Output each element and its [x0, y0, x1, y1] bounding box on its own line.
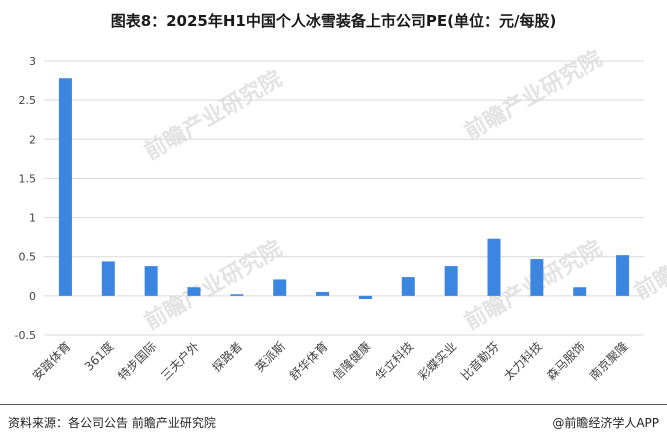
watermark-text: 前瞻产业研究院: [140, 66, 286, 166]
brand-credit: @前瞻经济学人APP: [552, 416, 659, 430]
x-tick-label: 彩蝶实业: [415, 339, 460, 384]
x-tick-label: 比音勒芬: [458, 339, 503, 384]
bar: [101, 261, 115, 296]
bar: [187, 287, 201, 296]
bars: [58, 78, 630, 299]
x-tick-label: 探路者: [209, 339, 245, 375]
x-tick-label: 华立科技: [372, 339, 417, 384]
x-tick-label: 361度: [81, 339, 116, 374]
bar: [273, 279, 287, 296]
bar: [573, 287, 587, 296]
y-tick-label: 3: [29, 55, 36, 68]
x-tick-label: 太力科技: [500, 339, 545, 384]
y-tick-label: 0: [29, 290, 36, 303]
bar: [487, 238, 501, 296]
bar: [358, 295, 372, 299]
y-tick-label: 0.5: [19, 251, 37, 264]
x-tick-label: 三夫户外: [158, 339, 203, 384]
bar: [230, 294, 244, 296]
chart-title: 图表8：2025年H1中国个人冰雪装备上市公司PE(单位：元/每股): [110, 12, 557, 30]
watermark-text: 前瞻产业研究院: [630, 206, 667, 306]
x-tick-label: 英派斯: [252, 339, 287, 374]
bar: [401, 277, 415, 296]
x-tick-label: 安踏体育: [29, 339, 74, 384]
bar: [616, 255, 630, 296]
x-tick-label: 南京聚隆: [586, 339, 631, 384]
x-tick-label: 信隆健康: [329, 339, 374, 384]
y-tick-label: 1.5: [19, 172, 37, 185]
x-tick-label: 特步国际: [115, 339, 160, 384]
grid-lines: [44, 60, 644, 336]
y-tick-label: 2: [29, 133, 36, 146]
bar: [316, 291, 330, 296]
y-tick-label: -0.5: [15, 329, 36, 342]
y-axis-tick-labels: -0.5 0 0.5 1 1.5 2 2.5 3: [15, 55, 36, 342]
bar: [144, 266, 158, 296]
bar-chart: 前瞻产业研究院前瞻产业研究院前瞻产业研究院前瞻产业研究院前瞻产业研究院 -0.5…: [15, 46, 667, 384]
footer-divider: [0, 404, 667, 405]
bar: [444, 266, 458, 296]
x-axis-tick-labels: 安踏体育 361度 特步国际 三夫户外 探路者 英派斯 舒华体育 信隆健康 华立科技 彩蝶实业 比音…: [29, 339, 631, 384]
x-tick-label: 舒华体育: [286, 339, 331, 384]
bar: [530, 259, 544, 296]
y-tick-label: 1: [29, 212, 36, 225]
source-note: 资料来源：各公司公告 前瞻产业研究院: [8, 416, 216, 430]
bar: [58, 78, 72, 296]
x-tick-label: 森马服饰: [543, 339, 588, 384]
watermark-text: 前瞻产业研究院: [140, 236, 286, 336]
y-tick-label: 2.5: [19, 94, 37, 107]
